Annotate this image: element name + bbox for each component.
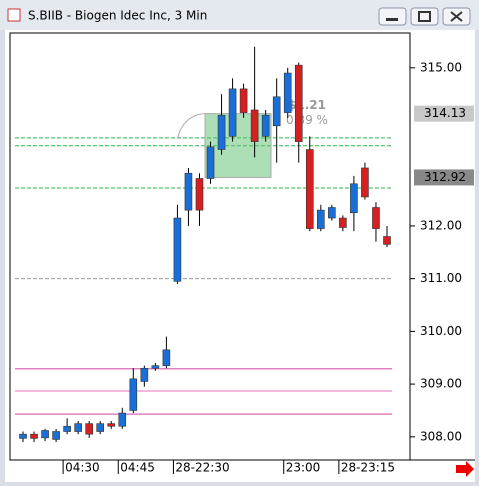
scroll-arrow[interactable] [456, 461, 474, 477]
candle-body [339, 217, 347, 228]
restore-button[interactable] [410, 7, 439, 26]
candle-body [328, 207, 336, 219]
price-marker-label: 314.13 [424, 106, 466, 120]
candle-body [63, 425, 71, 432]
window-title: S.BIIB - Biogen Idec Inc, 3 Min [28, 9, 207, 23]
candle-body [118, 412, 127, 427]
candle-body [184, 172, 193, 211]
plot-area [9, 32, 411, 461]
candle-body [317, 209, 325, 229]
candle-body [383, 236, 391, 245]
candle-body [162, 349, 171, 366]
candle-body [272, 96, 281, 127]
x-tick-label: 28-23:15 [341, 461, 395, 475]
candle-body [206, 146, 215, 179]
y-tick-label: 312.00 [420, 218, 462, 232]
candle-body [19, 433, 27, 439]
app-icon [7, 8, 21, 22]
candle-body [41, 430, 49, 439]
candle-body [372, 207, 380, 229]
y-tick-label: 315.00 [420, 60, 462, 74]
minimize-button[interactable] [378, 7, 407, 26]
y-tick-label: 308.00 [420, 429, 462, 443]
y-tick-label: 311.00 [420, 271, 462, 285]
candle-body [350, 183, 358, 214]
candle-body [361, 167, 369, 198]
minimize-icon [386, 18, 398, 21]
y-tick-label: 310.00 [420, 324, 462, 338]
measure-arc [177, 113, 206, 139]
candle-body [107, 423, 116, 427]
candle-body [74, 423, 82, 432]
candle-body [305, 149, 314, 229]
candle-body [30, 433, 38, 439]
x-tick-label: 28-22:30 [175, 461, 229, 475]
candle-body [228, 88, 237, 137]
candle-body [52, 431, 60, 440]
price-marker [414, 169, 474, 186]
candle-body [140, 367, 149, 382]
candle-body [173, 217, 182, 282]
candle-body [96, 423, 105, 432]
price-marker [414, 105, 474, 122]
candle-body [250, 109, 259, 142]
measure-percent: 0.39 % [286, 113, 328, 127]
candle-body [294, 64, 303, 142]
y-tick-label: 309.00 [420, 377, 462, 391]
candle-body [217, 114, 226, 150]
restore-icon [418, 11, 431, 22]
candle-body [261, 114, 270, 137]
candle-body [195, 178, 204, 211]
x-tick-label: 04:30 [65, 461, 100, 475]
candle-body [239, 88, 248, 113]
measure-box [204, 113, 272, 178]
x-tick-label: 04:45 [120, 461, 155, 475]
x-tick-label: 23:00 [286, 461, 321, 475]
measure-change: $1.21 [288, 98, 326, 112]
candle-body [85, 423, 93, 435]
price-marker-label: 312.92 [424, 170, 466, 184]
candle-body [151, 365, 160, 369]
close-icon [450, 11, 463, 22]
candle-body [283, 72, 292, 113]
candle-body [129, 378, 138, 411]
window-buttons[interactable] [378, 7, 471, 26]
